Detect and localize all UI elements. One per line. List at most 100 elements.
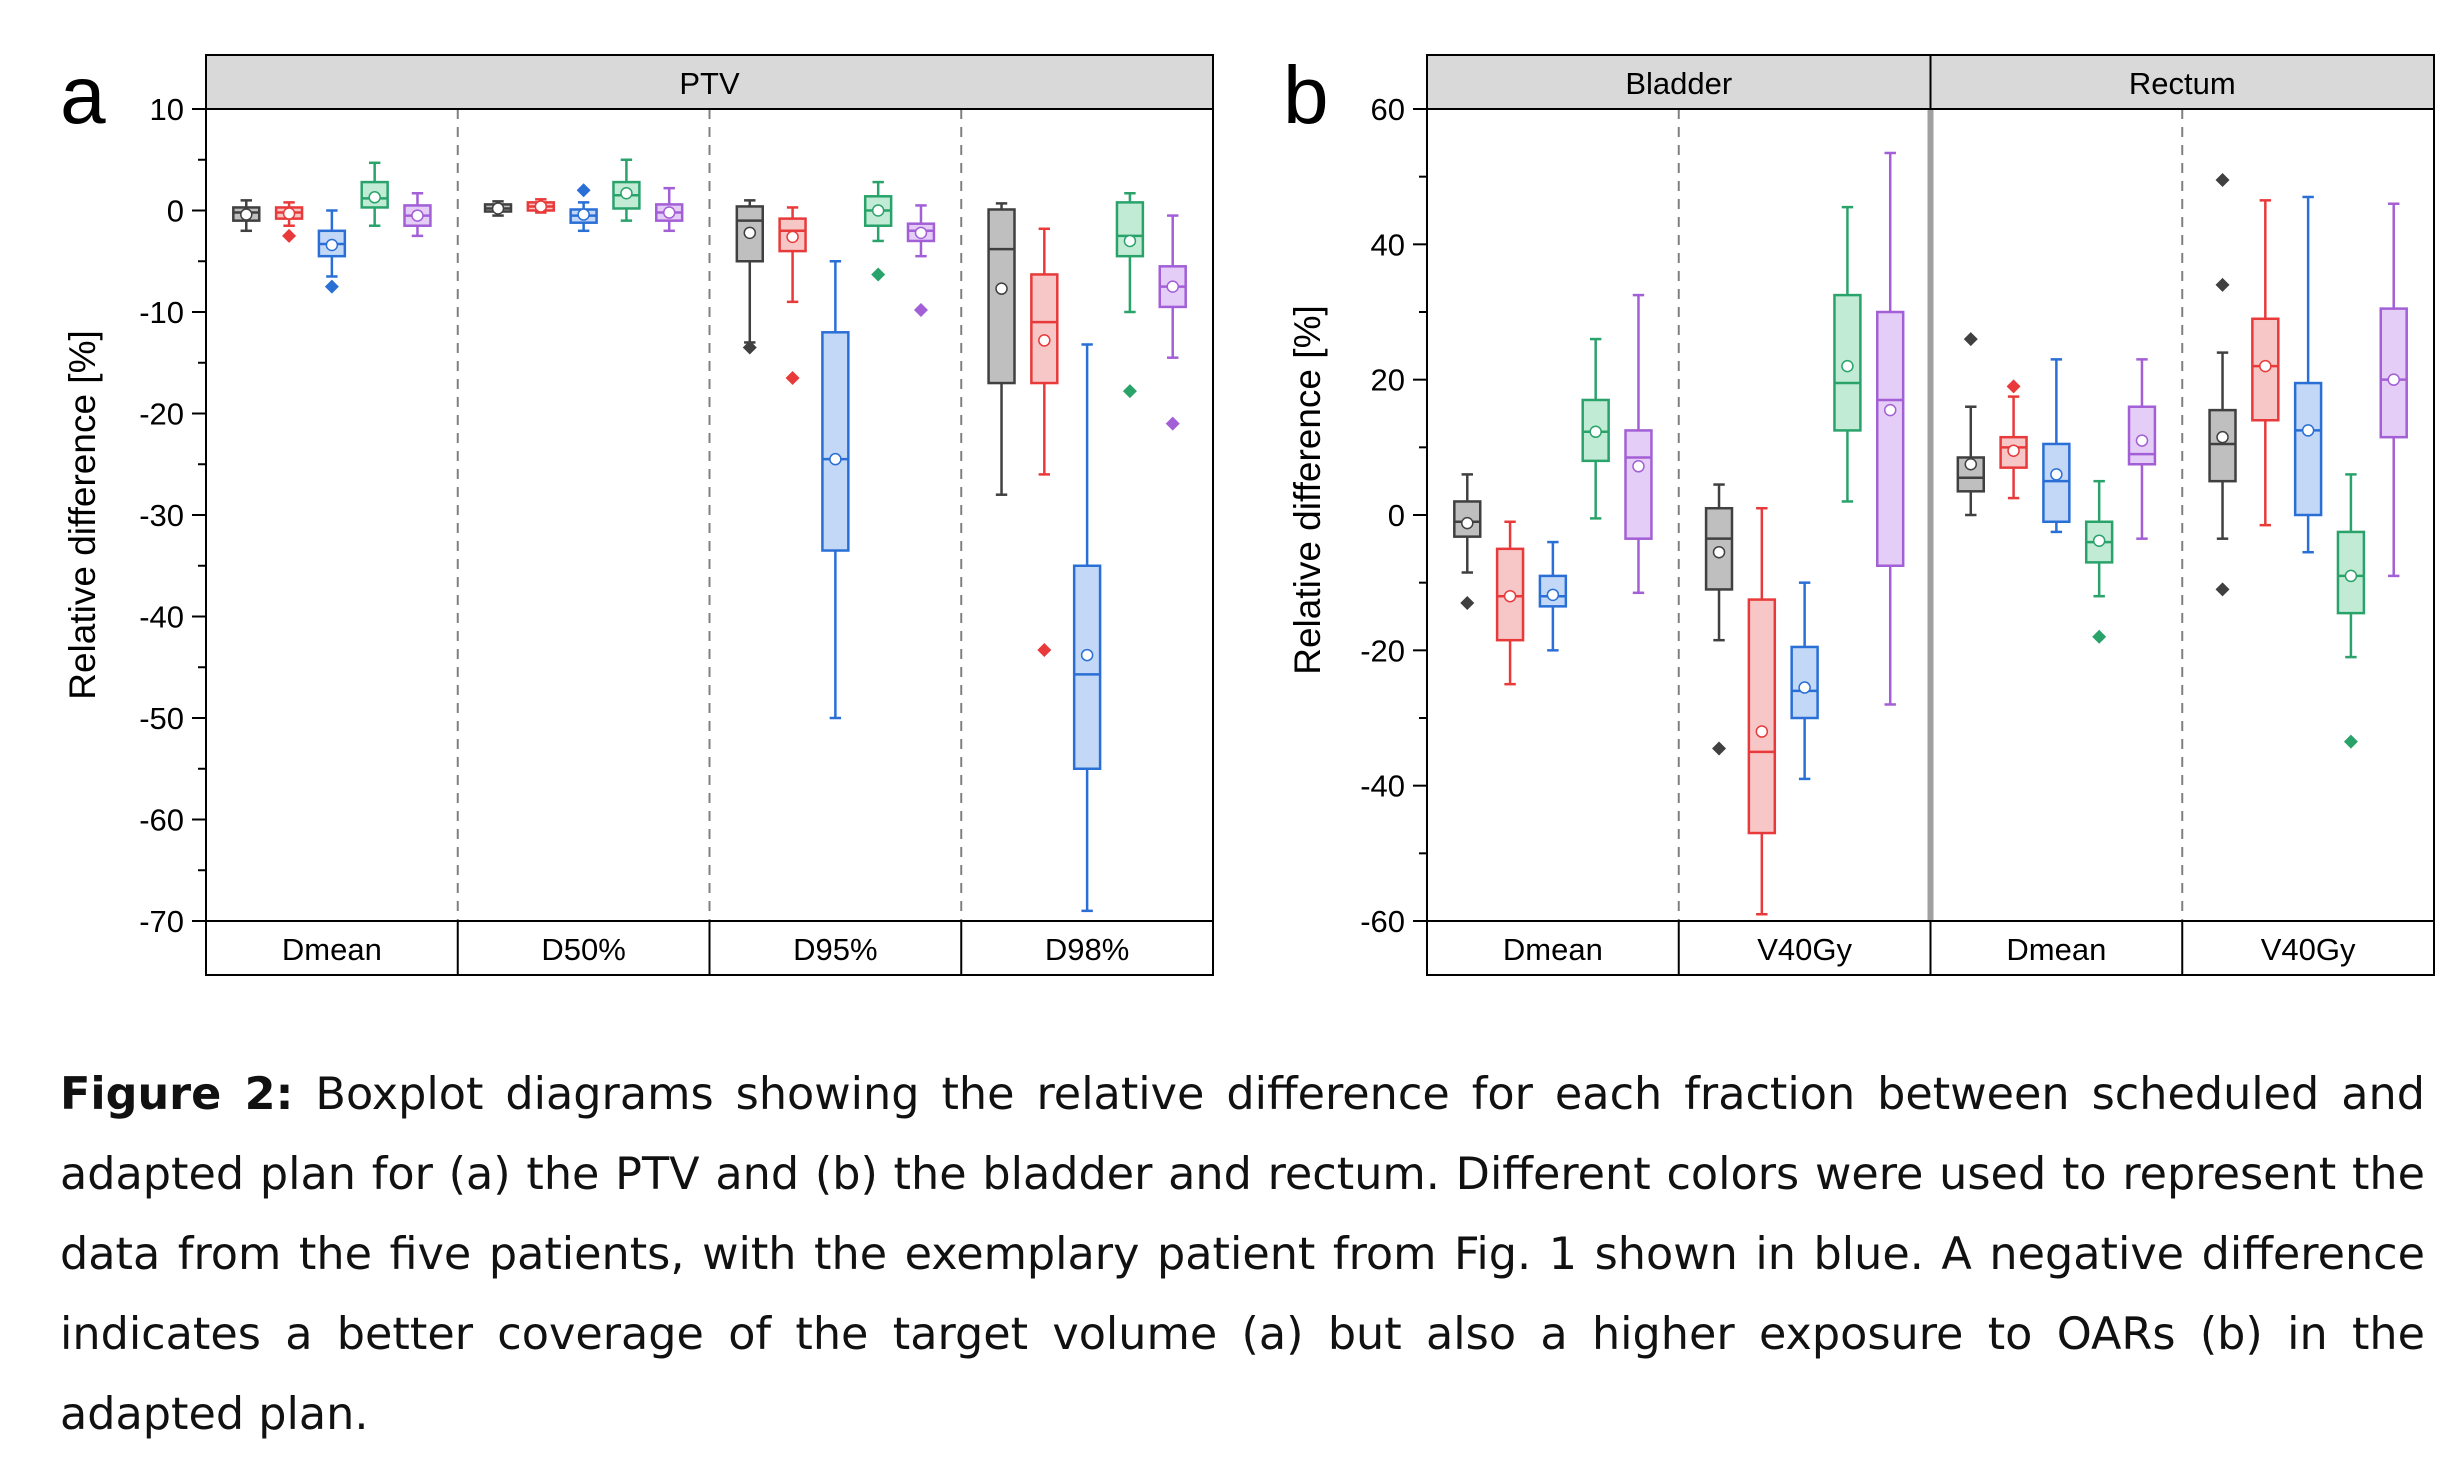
plot-frame [205, 108, 1214, 976]
box-outlier [871, 267, 886, 282]
box-mean-marker [1964, 458, 1978, 471]
caption-label: Figure 2: [60, 1069, 294, 1120]
box-mean-marker [871, 204, 885, 217]
box-outlier [2092, 629, 2107, 644]
box-outlier [2215, 173, 2230, 188]
box-mean-marker [2344, 569, 2358, 583]
box-iqr [1876, 310, 1905, 567]
panel-a-label: a [60, 50, 106, 141]
y-tick-label: 60 [1371, 92, 1405, 127]
box-mean-marker [829, 452, 842, 466]
box-mean-marker [662, 206, 676, 219]
box-mean-marker [1503, 589, 1517, 603]
box-outlier [282, 228, 297, 243]
y-tick-label: 20 [1371, 363, 1405, 398]
figure-caption: Figure 2: Boxplot diagrams showing the r… [60, 1055, 2425, 1455]
box-iqr [1747, 598, 1777, 835]
box-outlier [1165, 416, 1180, 431]
y-tick-label: 0 [167, 194, 184, 229]
box-mean-marker [1589, 425, 1602, 439]
box-mean-marker [2007, 444, 2020, 457]
box-mean-marker [1712, 545, 1726, 559]
box-mean-marker [368, 191, 381, 204]
box-iqr [1115, 201, 1145, 258]
group-header-label: PTV [679, 66, 740, 101]
box-mean-marker [743, 226, 757, 240]
box-mean-marker [2050, 468, 2063, 481]
box-mean-marker [2216, 430, 2229, 444]
y-tick-label: -30 [139, 498, 184, 533]
box-iqr [1072, 564, 1102, 770]
category-label: Dmean [282, 932, 382, 967]
box-mean-marker [411, 209, 424, 222]
category-label: Dmean [2006, 932, 2106, 967]
y-tick-label: -10 [139, 295, 184, 330]
box-outlier [1963, 332, 1978, 347]
y-tick-label: -20 [139, 397, 184, 432]
box-outlier [576, 183, 591, 198]
panel-b-chart: Bladder Dmean V40Gy Rectum Dmean V40Gy 60 40 20 0… [1287, 54, 2435, 976]
box-outlier [2006, 379, 2021, 394]
box-iqr [987, 208, 1016, 385]
group-header-label: Rectum [2129, 66, 2236, 101]
box-mean-marker [1546, 588, 1560, 602]
box-mean-marker [1632, 460, 1645, 473]
box-outlier [1460, 595, 1475, 610]
category-label: D95% [793, 932, 877, 967]
box-iqr [1581, 398, 1610, 463]
group-header-label: Bladder [1625, 66, 1732, 101]
y-tick-label: -60 [139, 803, 184, 838]
box-mean-marker [282, 207, 296, 220]
box-iqr [1624, 429, 1653, 540]
box-outlier [913, 302, 928, 317]
panel-a-chart: PTV Dmean D50% D95% D98% 10 0 -10 -20 -30 -40 -50 -6… [62, 54, 1214, 976]
y-tick-label: -50 [139, 701, 184, 736]
y-tick-label: 0 [1388, 498, 1405, 533]
category-label: V40Gy [1757, 932, 1852, 967]
box-mean-marker [1798, 681, 1811, 694]
box-iqr [2379, 307, 2408, 439]
y-axis-label: Relative difference [%] [62, 330, 103, 700]
category-label: D50% [541, 932, 625, 967]
box-outlier [324, 279, 339, 294]
box-mean-marker [534, 200, 548, 213]
box-iqr [1030, 273, 1059, 385]
box-mean-marker [2387, 373, 2400, 386]
box-mean-marker [2135, 434, 2149, 447]
box-mean-marker [240, 208, 253, 221]
panel-b-label: b [1283, 50, 1329, 141]
y-axis-label: Relative difference [%] [1287, 305, 1328, 675]
box-outlier [2215, 277, 2230, 292]
category-label: Dmean [1503, 932, 1603, 967]
y-tick-label: -40 [139, 600, 184, 635]
y-tick-label: -60 [1360, 904, 1405, 939]
box-mean-marker [1461, 516, 1474, 530]
category-label: D98% [1045, 932, 1129, 967]
box-outlier [785, 370, 800, 385]
box-mean-marker [1883, 403, 1897, 417]
box-mean-marker [2301, 424, 2315, 437]
y-tick-label: -70 [139, 904, 184, 939]
box-mean-marker [2259, 359, 2272, 373]
y-tick-label: -20 [1360, 633, 1405, 668]
box-outlier [1122, 384, 1137, 399]
box-outlier [1712, 741, 1727, 756]
box-mean-marker [995, 282, 1008, 295]
box-mean-marker [491, 202, 505, 215]
y-tick-label: 10 [150, 92, 184, 127]
box-mean-marker [1755, 725, 1769, 738]
box-outlier [2215, 582, 2230, 597]
box-mean-marker [325, 238, 339, 252]
box-iqr [2042, 442, 2071, 524]
box-outlier [1037, 642, 1052, 657]
box-outlier [2343, 734, 2358, 749]
plot-frame [1426, 108, 2435, 976]
box-mean-marker [577, 208, 590, 221]
box-mean-marker [2092, 534, 2106, 547]
box-outlier [742, 340, 757, 355]
box-mean-marker [786, 230, 799, 244]
y-tick-label: 40 [1371, 227, 1405, 262]
box-mean-marker [1123, 234, 1137, 248]
caption-text: Boxplot diagrams showing the relative di… [60, 1069, 2425, 1440]
